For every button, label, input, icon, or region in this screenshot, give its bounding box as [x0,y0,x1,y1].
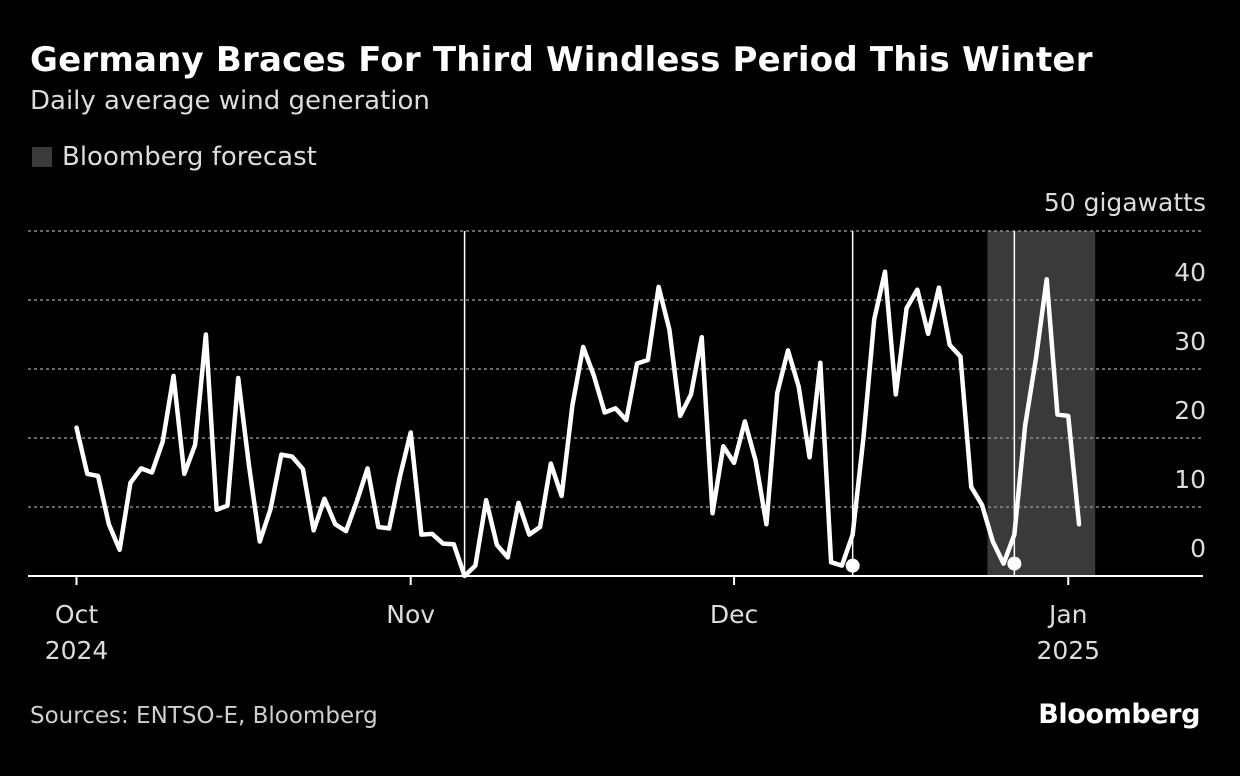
y-tick-label-50: 50 gigawatts [1044,188,1206,217]
chart-title: Germany Braces For Third Windless Period… [30,40,1093,80]
y-tick-label-10: 10 [1174,465,1206,494]
legend: Bloomberg forecast [32,142,317,172]
x-tick-year-2025: 2025 [1036,636,1100,665]
low-point-marker-1 [845,558,860,573]
x-tick-label-dec: Dec [710,600,758,629]
y-tick-label-0: 0 [1190,534,1206,563]
wind-generation-chart: 50 gigawatts 40 30 20 10 0 Oct 2024 Nov Dec Jan 202… [28,188,1206,665]
bloomberg-logo: Bloomberg [1038,699,1200,730]
x-tick-label-nov: Nov [386,600,435,629]
y-tick-label-40: 40 [1174,258,1206,287]
legend-forecast-label: Bloomberg forecast [62,142,317,172]
x-tick-label-jan: Jan [1047,600,1088,629]
x-tick-label-oct: Oct [55,600,98,629]
chart-subtitle: Daily average wind generation [30,86,430,116]
x-tick-year-2024: 2024 [45,636,109,665]
series-line-1 [74,269,1082,579]
y-tick-label-20: 20 [1174,396,1206,425]
legend-forecast-swatch [32,147,52,167]
source-note: Sources: ENTSO-E, Bloomberg [30,703,378,729]
y-tick-label-30: 30 [1174,327,1206,356]
low-point-marker-2 [1007,556,1022,571]
